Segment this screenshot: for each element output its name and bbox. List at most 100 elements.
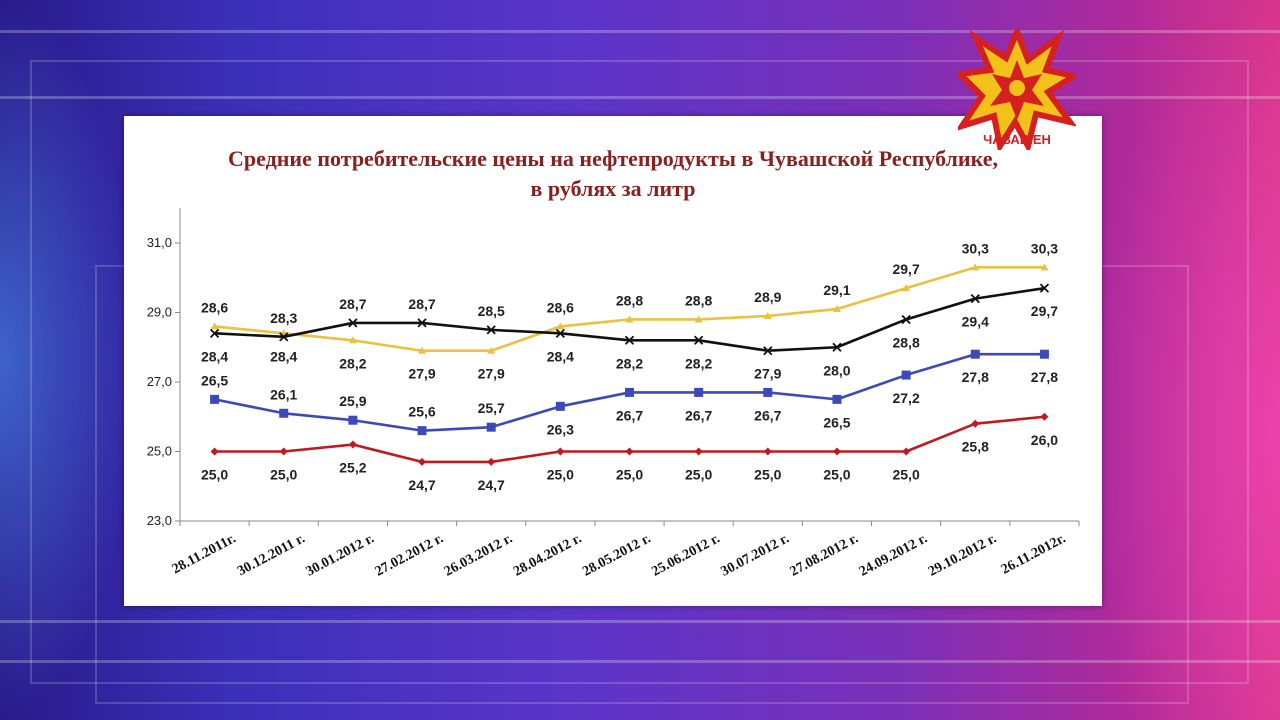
chart-subtitle: в рублях за литр (531, 176, 696, 201)
x-tick-label: 27.02.2012 г. (373, 531, 446, 579)
data-point (901, 370, 911, 380)
data-point (763, 311, 772, 319)
data-point (210, 322, 219, 330)
data-point (1039, 283, 1050, 293)
data-label: 28,8 (616, 292, 643, 308)
data-point (210, 394, 220, 404)
data-label: 25,0 (823, 467, 850, 483)
data-label: 25,6 (408, 404, 435, 420)
y-tick-label: 27,0 (147, 374, 172, 389)
x-tick-label: 30.12.2011 г. (235, 531, 307, 579)
data-point (625, 315, 634, 323)
data-point (1040, 412, 1049, 421)
data-label: 28,2 (339, 355, 366, 371)
data-point (1040, 263, 1049, 271)
data-label: 27,9 (408, 366, 435, 382)
data-point (902, 284, 911, 292)
chart-axes: 23,0 25,0 27,0 29,0 31,0 (147, 208, 1080, 528)
data-point (1039, 349, 1049, 359)
data-label: 28,4 (547, 348, 574, 364)
data-label: 28,6 (201, 299, 228, 315)
data-point (555, 328, 565, 338)
data-point (902, 447, 911, 456)
data-point (279, 408, 289, 418)
data-label: 28,9 (754, 289, 781, 305)
data-label: 29,1 (823, 282, 850, 298)
chart-series: 28,6 28,4 28,2 27,9 27,9 28,6 28,8 28,8 28,9 29,1… (201, 240, 1058, 493)
data-label: 25,0 (754, 467, 781, 483)
data-point (209, 328, 220, 338)
data-label: 28,0 (823, 362, 850, 378)
data-label: 27,9 (754, 366, 781, 382)
data-point (418, 346, 427, 354)
x-tick-label: 29.10.2012 г. (926, 531, 999, 579)
data-label: 25,0 (547, 467, 574, 483)
background-stripe (0, 96, 1280, 99)
data-point (486, 325, 496, 335)
series-2: 28,4 28,3 28,7 28,7 28,5 28,4 28,2 28,2 27,9 28,0… (201, 283, 1058, 382)
data-label: 25,0 (270, 467, 297, 483)
data-point (348, 415, 358, 425)
x-tick-label: 25.06.2012 г. (649, 531, 722, 579)
data-point (279, 447, 288, 456)
data-point (694, 447, 703, 456)
data-point (970, 349, 980, 359)
data-label: 24,7 (478, 477, 505, 493)
data-label: 25,0 (616, 467, 643, 483)
data-point (832, 447, 841, 456)
data-label: 28,4 (201, 348, 228, 364)
y-tick-label: 25,0 (147, 444, 172, 459)
data-point (555, 401, 565, 411)
data-label: 27,2 (892, 390, 919, 406)
data-label: 25,8 (962, 439, 989, 455)
x-tick-label: 28.11.2011г. (170, 531, 239, 577)
series-1: 28,6 28,4 28,2 27,9 27,9 28,6 28,8 28,8 28,9 29,1… (201, 240, 1058, 381)
data-label: 28,8 (892, 334, 919, 350)
data-label: 28,5 (478, 303, 505, 319)
data-label: 26,0 (1031, 432, 1058, 448)
data-point (694, 387, 704, 397)
data-point (763, 447, 772, 456)
background-glow-right (1080, 0, 1280, 720)
data-label: 25,0 (685, 467, 712, 483)
data-label: 29,7 (892, 261, 919, 277)
data-label: 28,8 (685, 292, 712, 308)
y-tick-label: 31,0 (147, 235, 172, 250)
background-stripe (0, 30, 1280, 33)
data-point (625, 447, 634, 456)
data-label: 28,2 (685, 355, 712, 371)
data-label: 28,7 (408, 296, 435, 312)
data-label: 26,3 (547, 421, 574, 437)
data-label: 26,1 (270, 386, 297, 402)
data-point (348, 318, 358, 328)
series-3: 26,5 26,1 25,9 25,6 25,7 26,3 26,7 26,7 26,7 26,5… (201, 349, 1058, 437)
data-point (763, 346, 773, 356)
channel-logo: ЧАВАШЕН (958, 30, 1076, 150)
chart-title: Средние потребительские цены на нефтепро… (228, 146, 998, 171)
data-label: 27,8 (1031, 369, 1058, 385)
data-label: 28,2 (616, 355, 643, 371)
data-label: 25,7 (478, 400, 505, 416)
x-tick-label: 24.09.2012 г. (857, 531, 930, 579)
data-label: 28,6 (547, 299, 574, 315)
x-tick-labels: 28.11.2011г.30.12.2011 г.30.01.2012 г.27… (170, 531, 1068, 579)
data-label: 26,5 (201, 372, 228, 388)
x-tick-label: 26.03.2012 г. (442, 531, 515, 579)
data-label: 25,2 (339, 460, 366, 476)
data-point (763, 387, 773, 397)
data-label: 24,7 (408, 477, 435, 493)
chart-panel: Средние потребительские цены на нефтепро… (124, 116, 1102, 606)
x-tick-label: 30.07.2012 г. (719, 531, 792, 579)
y-tick-label: 29,0 (147, 305, 172, 320)
logo-text: ЧАВАШЕН (983, 132, 1051, 147)
data-label: 30,3 (962, 240, 989, 256)
data-point (210, 447, 219, 456)
data-point (348, 336, 357, 344)
data-label: 26,7 (616, 407, 643, 423)
data-point (487, 346, 496, 354)
x-tick-label: 27.08.2012 г. (788, 531, 861, 579)
microphone-icon (1009, 80, 1025, 96)
data-point (970, 293, 980, 304)
background-glow-left (0, 0, 140, 720)
data-label: 27,8 (962, 369, 989, 385)
